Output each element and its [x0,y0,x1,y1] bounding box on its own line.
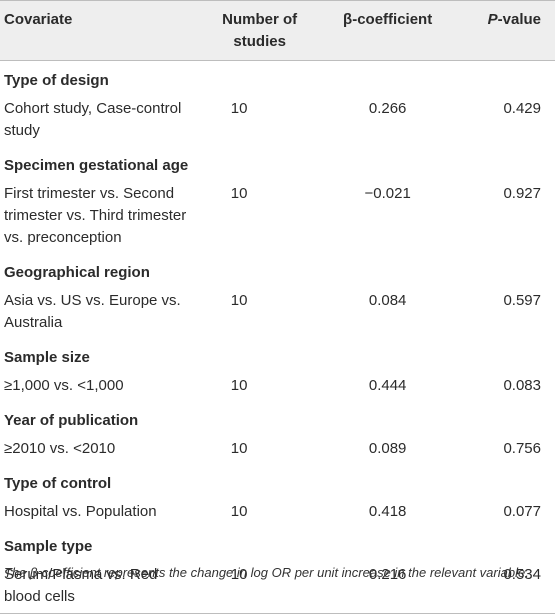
covariate-label: ≥2010 vs. <2010 [4,440,116,457]
header-p-suffix: -value [497,11,541,28]
header-covariate: Covariate [4,11,73,28]
beta-coefficient: 0.266 [368,100,407,117]
header-p-italic: P [487,11,498,28]
p-value: 0.927 [503,185,541,202]
header-beta-coefficient: β-coefficient [343,11,433,28]
group-row: Geographical region [0,253,555,288]
covariate-label: Asia vs. US vs. Europe vs. Australia [4,292,181,331]
beta-coefficient: 0.418 [368,503,407,520]
header-number-of-studies: Number of studies [222,11,298,50]
group-row: Specimen gestational age [0,146,555,181]
group-title: Specimen gestational age [4,157,189,174]
beta-coefficient: −0.021 [364,185,411,202]
header-row: Covariate Number of studies β-coefficien… [0,0,555,61]
table-row: Cohort study, Case-control study 10 0.26… [0,96,555,146]
group-title: Type of design [4,72,109,89]
covariate-label: Cohort study, Case-control study [4,100,182,139]
p-value: 0.429 [503,100,541,117]
covariate-label: Hospital vs. Population [4,503,157,520]
number-of-studies: 10 [230,440,248,457]
p-value: 0.756 [503,440,541,457]
p-value: 0.083 [503,377,541,394]
p-value: 0.597 [503,292,541,309]
table-header: Covariate Number of studies β-coefficien… [0,0,555,61]
number-of-studies: 10 [230,377,248,394]
number-of-studies: 10 [230,100,248,117]
number-of-studies: 10 [230,292,248,309]
p-value: 0.077 [503,503,541,520]
group-row: Year of publication [0,401,555,436]
table-row: First trimester vs. Second trimester vs.… [0,181,555,253]
group-row: Sample type [0,527,555,562]
covariate-label: First trimester vs. Second trimester vs.… [4,185,187,246]
group-title: Sample type [4,538,93,555]
beta-coefficient: 0.089 [368,440,407,457]
table-row: Hospital vs. Population 10 0.418 0.077 [0,499,555,527]
number-of-studies: 10 [230,185,248,202]
group-title: Sample size [4,349,90,366]
table-row: Asia vs. US vs. Europe vs. Australia 10 … [0,288,555,338]
number-of-studies: 10 [230,503,248,520]
group-title: Geographical region [4,264,150,281]
table-body: Type of design Cohort study, Case-contro… [0,61,555,614]
group-row: Sample size [0,338,555,373]
group-title: Year of publication [4,412,139,429]
header-p-value: P-value [458,1,555,61]
table-footnote: The β-coefficient represents the change … [4,565,529,580]
table-row: ≥2010 vs. <2010 10 0.089 0.756 [0,436,555,464]
group-title: Type of control [4,475,112,492]
beta-coefficient: 0.084 [368,292,407,309]
beta-coefficient: 0.444 [368,377,407,394]
group-row: Type of design [0,61,555,97]
table-row: ≥1,000 vs. <1,000 10 0.444 0.083 [0,373,555,401]
group-row: Type of control [0,464,555,499]
covariate-label: ≥1,000 vs. <1,000 [4,377,124,394]
